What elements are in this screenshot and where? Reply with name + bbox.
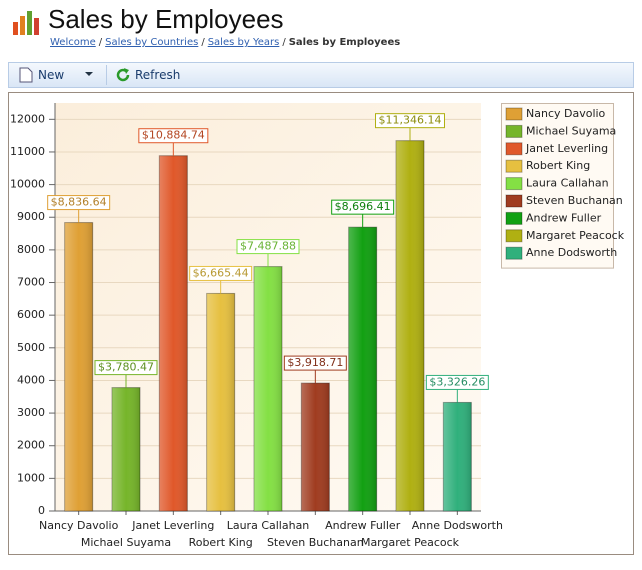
legend-label: Margaret Peacock xyxy=(526,229,625,242)
y-tick-label: 12000 xyxy=(10,112,45,125)
y-tick-label: 4000 xyxy=(17,373,45,386)
value-label: $6,665.44 xyxy=(193,266,249,279)
dropdown-arrow[interactable] xyxy=(85,72,93,78)
bar-shine xyxy=(206,293,235,511)
value-label-box xyxy=(331,199,395,215)
x-tick-label: Robert King xyxy=(189,536,253,549)
legend-swatch xyxy=(505,177,523,191)
value-label: $11,346.14 xyxy=(379,114,442,127)
breadcrumb-separator: / xyxy=(201,37,205,48)
page-title: Sales by Employees xyxy=(48,4,284,34)
breadcrumb: Welcome / Sales by Countries / Sales by Year… xyxy=(50,37,400,48)
y-tick-label: 2000 xyxy=(17,439,45,452)
legend-swatch xyxy=(505,107,523,121)
value-label: $3,918.71 xyxy=(287,356,343,369)
legend-label: Andrew Fuller xyxy=(526,211,602,224)
legend-swatch xyxy=(505,211,523,225)
new-button[interactable]: New xyxy=(38,68,65,82)
breadcrumb-link[interactable]: Sales by Countries xyxy=(105,37,199,48)
y-tick-label: 6000 xyxy=(17,308,45,321)
x-tick-label: Margaret Peacock xyxy=(361,536,460,549)
y-tick-label: 3000 xyxy=(17,406,45,419)
y-tick-label: 10000 xyxy=(10,178,45,191)
value-label-box xyxy=(189,265,253,281)
y-tick-label: 8000 xyxy=(17,243,45,256)
toolbar: New Refresh xyxy=(8,62,634,88)
value-label-box xyxy=(283,355,347,371)
legend-swatch xyxy=(505,194,523,208)
y-tick-label: 7000 xyxy=(17,276,45,289)
legend-label: Robert King xyxy=(526,159,590,172)
legend-swatch xyxy=(505,229,523,243)
new-icon xyxy=(19,67,33,83)
value-label-box xyxy=(425,374,489,390)
value-label: $10,884.74 xyxy=(142,129,205,142)
legend-swatch xyxy=(505,142,523,156)
bar-shine xyxy=(348,227,377,511)
breadcrumb-link[interactable]: Welcome xyxy=(50,37,96,48)
legend-swatch xyxy=(505,246,523,260)
app-icon xyxy=(13,11,39,35)
x-tick-label: Janet Leverling xyxy=(131,519,214,532)
x-tick-label: Nancy Davolio xyxy=(39,519,119,532)
legend-label: Janet Leverling xyxy=(525,142,608,155)
value-label-box xyxy=(138,128,209,144)
bar-shine xyxy=(254,266,282,511)
legend-label: Laura Callahan xyxy=(526,177,609,190)
x-tick-label: Andrew Fuller xyxy=(325,519,401,532)
value-label-box xyxy=(94,360,158,376)
bar-shine xyxy=(64,222,93,511)
y-tick-label: 1000 xyxy=(17,471,45,484)
value-label: $8,836.64 xyxy=(51,196,107,209)
legend-label: Michael Suyama xyxy=(526,124,616,137)
x-tick-label: Michael Suyama xyxy=(81,536,171,549)
y-tick-label: 0 xyxy=(38,504,45,517)
y-tick-label: 11000 xyxy=(10,145,45,158)
refresh-button[interactable]: Refresh xyxy=(135,68,181,82)
legend-label: Anne Dodsworth xyxy=(526,246,617,259)
y-tick-label: 9000 xyxy=(17,210,45,223)
bar-shine xyxy=(112,387,140,511)
x-tick-label: Laura Callahan xyxy=(227,519,310,532)
breadcrumb-current: Sales by Employees xyxy=(288,37,401,48)
x-tick-label: Anne Dodsworth xyxy=(412,519,503,532)
breadcrumb-separator: / xyxy=(98,37,103,48)
y-tick-label: 5000 xyxy=(17,341,45,354)
legend-swatch xyxy=(505,159,523,173)
value-label: $3,780.47 xyxy=(98,361,154,374)
breadcrumb-separator: / xyxy=(282,37,286,48)
breadcrumb-link[interactable]: Sales by Years xyxy=(207,37,280,48)
refresh-icon xyxy=(116,68,130,82)
value-label: $8,696.41 xyxy=(335,200,391,213)
legend-swatch xyxy=(505,124,523,138)
bar-shine xyxy=(301,383,330,511)
bar-shine xyxy=(396,140,424,511)
value-label: $7,487.88 xyxy=(240,240,296,253)
legend-label: Steven Buchanan xyxy=(526,194,623,207)
x-tick-label: Steven Buchanan xyxy=(267,536,364,549)
value-label: $3,326.26 xyxy=(429,375,485,388)
legend-label: Nancy Davolio xyxy=(526,107,606,120)
bar-shine xyxy=(159,155,188,511)
value-label-box xyxy=(47,195,111,211)
value-label-box xyxy=(236,239,300,255)
value-label-box xyxy=(375,113,445,129)
bar-shine xyxy=(443,402,472,511)
